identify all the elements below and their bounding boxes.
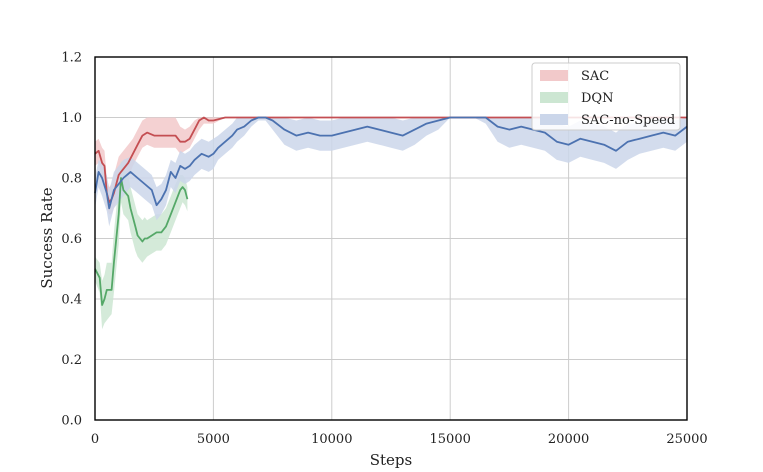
sac-no-speed-line [94, 116, 688, 210]
confidence-bands [95, 117, 687, 330]
legend-label-sac: SAC [581, 69, 609, 84]
y-axis-label: Success Rate [38, 187, 56, 288]
legend-swatch-sac [540, 70, 568, 81]
y-tick-label: 1.0 [61, 111, 82, 126]
y-tick-label: 0.8 [61, 172, 82, 187]
legend-swatch-dqn [540, 92, 568, 103]
y-tick-labels: 0.0 0.2 0.4 0.6 0.8 1.0 1.2 [61, 51, 82, 429]
x-tick-label: 0 [91, 432, 99, 447]
y-tick-label: 0.6 [61, 232, 82, 247]
legend: SAC DQN SAC-no-Speed [531, 62, 681, 131]
y-tick-label: 1.2 [61, 51, 82, 66]
series-lines [94, 116, 688, 306]
x-tick-label: 15000 [430, 432, 471, 447]
x-axis-label: Steps [370, 451, 412, 469]
x-tick-label: 10000 [311, 432, 352, 447]
y-tick-label: 0.4 [61, 293, 82, 308]
x-tick-label: 25000 [666, 432, 707, 447]
x-tick-label: 5000 [197, 432, 230, 447]
legend-swatch-sac-no-speed [540, 114, 568, 125]
sac-band [95, 117, 687, 215]
x-tick-label: 20000 [548, 432, 589, 447]
sac-no-speed-band [95, 117, 687, 227]
x-tick-labels: 0 5000 10000 15000 20000 25000 [91, 432, 708, 447]
y-tick-label: 0.2 [61, 353, 82, 368]
plot-frame [94, 56, 688, 421]
legend-label-dqn: DQN [581, 91, 613, 106]
legend-label-sac-no-speed: SAC-no-Speed [581, 113, 675, 128]
legend-box [531, 62, 681, 131]
y-tick-label: 0.0 [61, 414, 82, 429]
dqn-line [94, 177, 189, 306]
